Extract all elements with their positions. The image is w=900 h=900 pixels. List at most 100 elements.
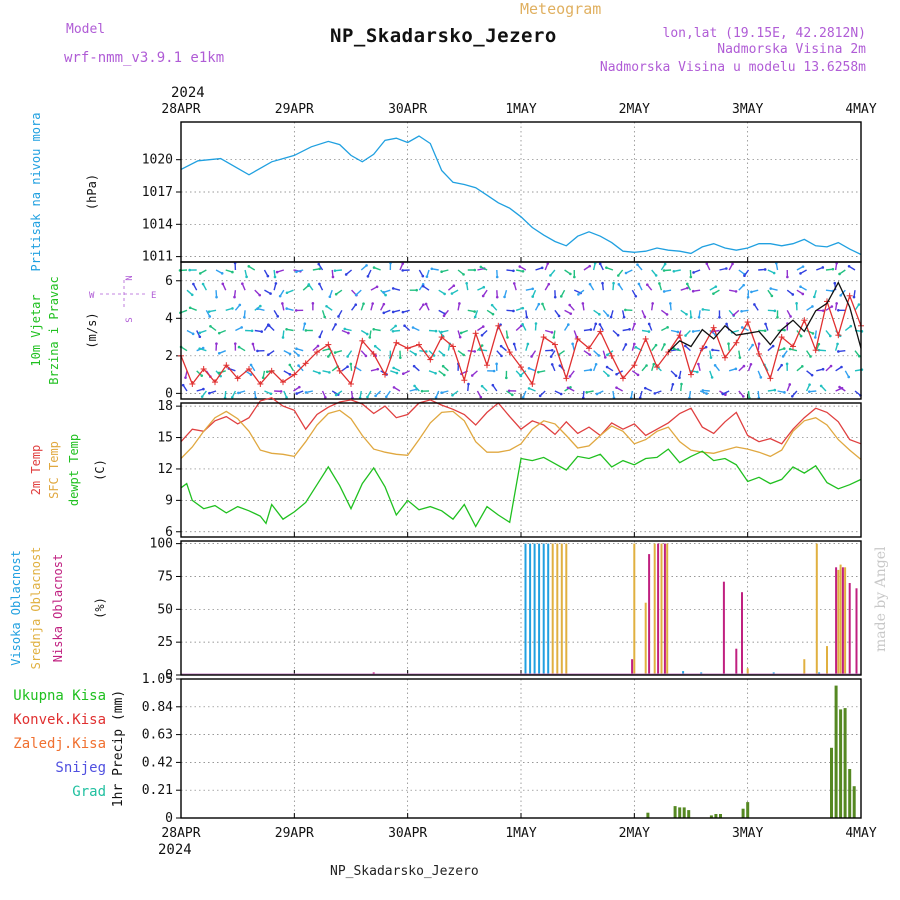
wind-arrow-head (470, 374, 474, 377)
temperature-ytick-label: 12 (157, 462, 173, 477)
wind-arrow-head (318, 335, 322, 339)
wind-ytick-label: 4 (165, 311, 173, 326)
wind-arrow-head (401, 372, 405, 376)
wind-arrow-head (188, 306, 192, 310)
wind-arrow-head (686, 286, 689, 290)
wind-arrow-head (701, 308, 705, 311)
wind-arrow-head (674, 374, 678, 378)
wind-arrow-head (751, 343, 754, 347)
wind-arrow-head (288, 363, 292, 367)
bottom-year-label: 2024 (158, 842, 192, 858)
wind-arrow-head (773, 309, 777, 313)
lonlat-label: lon,lat (19.15E, 42.2812N) (663, 26, 867, 41)
cloud-bar (844, 567, 847, 675)
temperature-ytick-label: 18 (157, 399, 173, 414)
wind-arrow-head (594, 322, 598, 326)
cloud-ytick-label: 0 (165, 668, 173, 683)
wind-arrow-head (697, 362, 700, 366)
wind-arrow-head (808, 383, 811, 386)
wind-arrow-head (689, 275, 693, 279)
wind-arrow-head (251, 342, 255, 346)
wind-arrow-head (734, 367, 738, 371)
wind-arrow-head (788, 347, 792, 351)
wind-arrow-head (581, 302, 585, 305)
wind-arrow-head (531, 287, 535, 291)
wind-arrow-head (442, 314, 446, 318)
wind-arrow-head (215, 342, 218, 345)
wind-frame (180, 261, 862, 400)
wind-arrow-head (740, 310, 743, 313)
wind-arrow-head (835, 302, 838, 305)
wind-arrow-head (201, 346, 205, 350)
wind-arrow-head (831, 267, 835, 271)
precip-legend-item: Zaledj.Kisa (13, 736, 106, 752)
wind-arrow-head (192, 282, 195, 286)
cloud-bar (542, 543, 545, 675)
wind-arrow-head (281, 302, 284, 305)
wind-arrow-head (382, 302, 386, 306)
wind-arrow-head (684, 344, 687, 348)
bottom-date-tick-label: 29APR (275, 826, 314, 841)
wind-arrow-head (718, 316, 721, 319)
wind-arrow-head (622, 315, 626, 319)
wind-arrow-head (643, 386, 647, 390)
wind-arrow-head (821, 266, 825, 269)
wind-arrow-head (742, 364, 746, 368)
cloud-bar (848, 583, 851, 675)
wind-arrow-head (817, 342, 821, 346)
wind-arrow-head (594, 362, 598, 366)
cloud-bar (735, 648, 738, 675)
wind-arrow-head (609, 315, 613, 319)
cloud-bar (666, 543, 669, 675)
wind-arrow-head (278, 294, 282, 298)
pressure-ylabel: Pritisak na nivou mora (29, 113, 43, 272)
meteogram-panels: 1011 1014 1017 1020 Pritisak na nivou mora (h… (9, 113, 864, 826)
wind-arrow-head (800, 365, 804, 368)
wind-arrow-head (201, 282, 205, 286)
wind-arrow-head (376, 367, 380, 371)
wind-arrow-head (346, 355, 349, 358)
pressure-unit: (hPa) (85, 174, 99, 210)
precip-bar (839, 709, 843, 818)
wind-arrow-head (573, 275, 576, 279)
wind-arrow-head (731, 262, 734, 266)
wind-arrow-head (753, 303, 756, 306)
top-date-tick-label: 1MAY (505, 102, 536, 117)
pressure-ytick-label: 1020 (142, 153, 173, 168)
wind-arrow-head (852, 295, 856, 299)
footer-station: NP_Skadarsko_Jezero (330, 864, 479, 879)
cloud-bar (815, 543, 818, 675)
station-title: NP_Skadarsko_Jezero (330, 25, 557, 47)
wind-arrow-head (401, 262, 405, 265)
wind-arrow-head (452, 284, 456, 288)
cloud-bar (803, 659, 806, 675)
wind-arrow-head (198, 331, 202, 335)
top-date-tick-label: 2MAY (619, 102, 650, 117)
wind-arrow-head (547, 282, 551, 286)
wind-arrow-head (394, 324, 397, 328)
temperature-ytick-label: 9 (165, 493, 173, 508)
cloud-bar (551, 543, 554, 675)
wind-direction-arrows (178, 261, 864, 400)
wind-arrow-head (617, 283, 621, 286)
wind-arrow-head (307, 283, 311, 286)
wind-arrow-head (569, 385, 572, 389)
wind-arrow-head (323, 315, 326, 319)
wind-arrow-head (662, 290, 666, 293)
wind-arrow-head (298, 385, 301, 389)
wind-arrow-head (615, 372, 618, 376)
wind-panel: 0 2 4 6 10m Vjetar Brzina i Pravac (m/s) W E N S (29, 261, 864, 401)
wind-arrow-head (260, 330, 263, 333)
wind-arrow-head (840, 365, 843, 369)
wind-arrow-head (249, 363, 253, 367)
wind-arrow-head (658, 282, 661, 285)
wind-arrow-head (362, 302, 365, 306)
cloud-ylabels: Visoka Oblacnost Srednja Oblacnost Niska O… (9, 547, 107, 670)
wind-arrow-head (812, 295, 816, 299)
wind-arrow-head (671, 382, 675, 386)
precip-frame (180, 678, 862, 819)
precip-ylabel: 1hr Precip (mm) (111, 690, 126, 807)
wind-arrow-head (549, 355, 553, 358)
wind-arrow-head (265, 370, 269, 374)
